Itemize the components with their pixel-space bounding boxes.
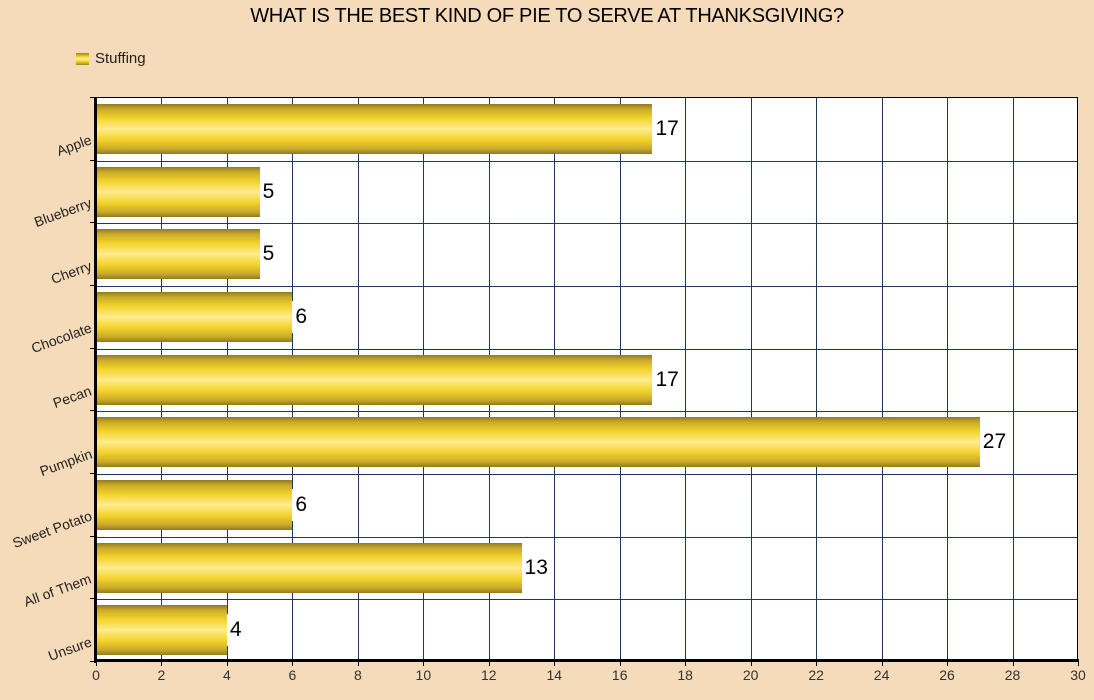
y-category-label: Cherry — [48, 257, 94, 287]
grid-line-horizontal — [96, 474, 1077, 475]
y-tick-mark — [90, 222, 96, 224]
y-tick-mark — [90, 159, 96, 161]
x-tick-label: 26 — [939, 667, 955, 683]
plot-area: 17 5 5 6 17 27 6 13 4 — [96, 97, 1078, 661]
bar[interactable] — [96, 229, 260, 280]
x-tick-mark — [816, 661, 818, 666]
y-category-label: Chocolate — [29, 319, 94, 357]
x-tick-label: 14 — [546, 667, 563, 683]
x-tick-label: 10 — [415, 667, 432, 683]
y-axis-line — [94, 97, 97, 663]
grid-line-vertical — [685, 98, 687, 661]
bar-value-label: 5 — [259, 238, 278, 271]
bar-value-label: 5 — [259, 175, 278, 208]
bar[interactable] — [96, 417, 980, 468]
bar[interactable] — [96, 104, 653, 154]
y-category-label: All of Them — [21, 570, 94, 610]
x-tick-label: 0 — [92, 667, 100, 683]
y-category-label: Pumpkin — [37, 445, 94, 479]
x-tick-mark — [96, 661, 97, 666]
legend: Stuffing — [76, 50, 146, 67]
grid-line-vertical — [1012, 98, 1014, 661]
x-tick-label: 6 — [288, 667, 297, 683]
grid-line-horizontal — [96, 536, 1077, 538]
x-tick-mark — [226, 661, 228, 666]
x-tick-mark — [685, 661, 687, 666]
bar-value-label: 27 — [979, 426, 1010, 459]
bar[interactable] — [96, 605, 227, 656]
y-tick-mark — [90, 661, 96, 662]
x-axis-line — [94, 659, 1079, 662]
x-tick-label: 8 — [353, 667, 362, 683]
y-tick-mark — [90, 473, 96, 474]
x-tick-label: 18 — [677, 667, 693, 683]
grid-line-horizontal — [96, 286, 1077, 287]
legend-label: Stuffing — [95, 50, 146, 67]
x-tick-mark — [1078, 661, 1079, 666]
legend-swatch-icon — [76, 52, 89, 65]
grid-line-horizontal — [96, 599, 1077, 601]
bar[interactable] — [96, 354, 653, 405]
x-tick-label: 4 — [223, 667, 231, 683]
x-tick-label: 24 — [873, 667, 890, 683]
y-category-label: Sweet Potato — [10, 507, 94, 552]
grid-line-vertical — [816, 98, 818, 661]
grid-line-vertical — [750, 98, 752, 661]
x-tick-mark — [1012, 661, 1014, 666]
chart-title: WHAT IS THE BEST KIND OF PIE TO SERVE AT… — [250, 5, 844, 27]
x-tick-mark — [750, 661, 752, 666]
y-tick-mark — [90, 97, 96, 98]
y-category-label: Pecan — [50, 382, 94, 412]
bar[interactable] — [96, 542, 522, 593]
x-tick-mark — [161, 661, 163, 666]
bar-value-label: 4 — [226, 614, 245, 647]
y-tick-mark — [90, 598, 96, 600]
x-tick-label: 30 — [1070, 667, 1086, 683]
y-tick-mark — [90, 285, 96, 286]
y-category-label: Unsure — [45, 633, 94, 664]
x-tick-mark — [423, 661, 425, 666]
x-tick-label: 16 — [611, 667, 628, 683]
bar-value-label: 17 — [652, 113, 682, 145]
x-tick-mark — [554, 661, 556, 666]
grid-line-horizontal — [96, 223, 1077, 225]
y-tick-mark — [90, 535, 96, 537]
x-tick-label: 22 — [808, 667, 824, 683]
bar-value-label: 13 — [521, 551, 551, 584]
x-tick-mark — [292, 661, 294, 666]
y-tick-mark — [90, 410, 96, 412]
bar[interactable] — [96, 480, 293, 530]
grid-line-horizontal — [96, 348, 1077, 350]
x-tick-label: 2 — [157, 667, 166, 683]
grid-line-vertical — [947, 98, 949, 661]
x-tick-mark — [947, 661, 949, 666]
grid-line-vertical — [881, 98, 883, 661]
x-tick-label: 12 — [481, 667, 497, 683]
grid-line-horizontal — [96, 160, 1077, 162]
x-tick-label: 20 — [742, 667, 759, 683]
x-tick-mark — [881, 661, 883, 666]
bar-value-label: 6 — [292, 301, 311, 333]
bar[interactable] — [96, 166, 260, 217]
y-category-label: Blueberry — [31, 194, 94, 231]
grid-line-horizontal — [96, 411, 1077, 413]
y-tick-mark — [90, 347, 96, 349]
y-category-label: Apple — [54, 131, 94, 160]
x-tick-mark — [488, 661, 490, 666]
x-tick-mark — [357, 661, 359, 666]
bar-value-label: 17 — [652, 363, 682, 396]
x-tick-mark — [619, 661, 621, 666]
bar-value-label: 6 — [292, 489, 311, 521]
x-tick-label: 28 — [1004, 667, 1021, 683]
bar[interactable] — [96, 292, 293, 342]
